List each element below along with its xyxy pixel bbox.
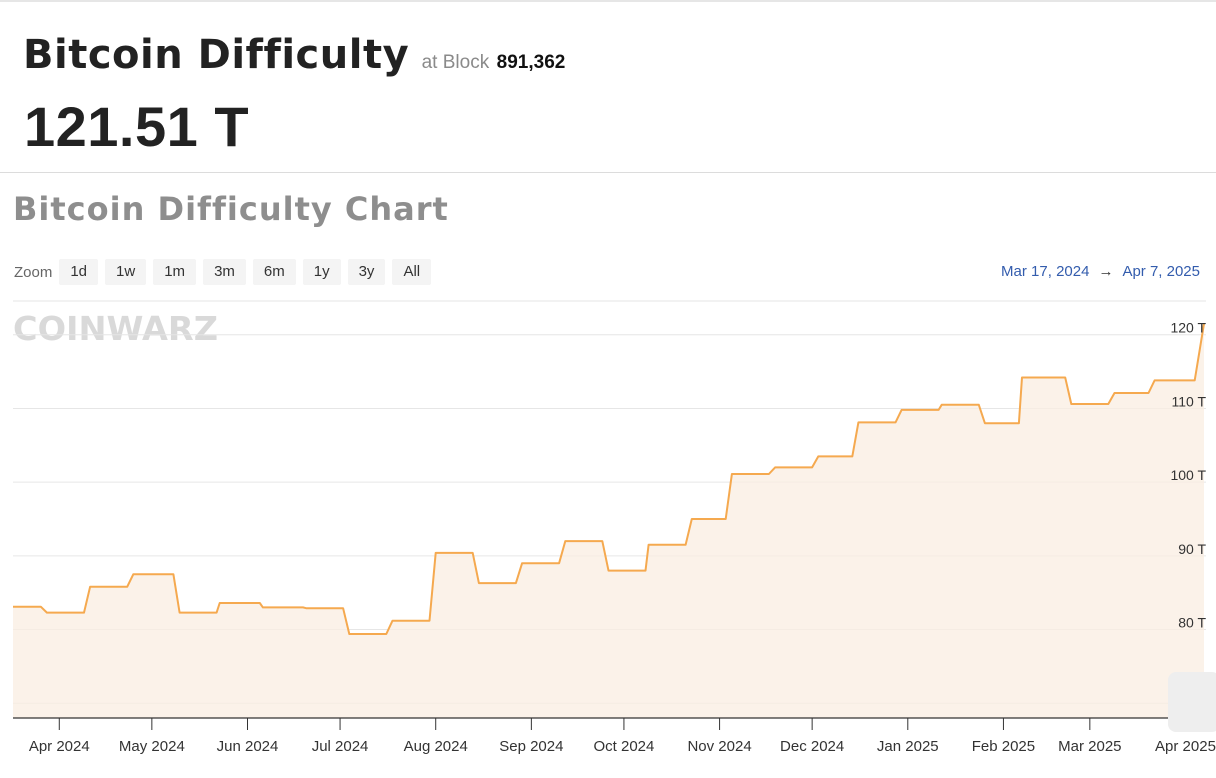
x-tick-label: Apr 2024 xyxy=(29,738,90,755)
zoom-1y-button[interactable]: 1y xyxy=(302,259,341,285)
y-tick-label: 120 T xyxy=(1170,320,1206,336)
x-tick-label: May 2024 xyxy=(119,738,185,755)
range-arrow-icon: → xyxy=(1098,263,1114,280)
x-tick-label: Nov 2024 xyxy=(687,738,751,755)
zoom-1w-button[interactable]: 1w xyxy=(105,259,147,285)
x-tick-label: Dec 2024 xyxy=(780,738,844,755)
x-tick-label: Feb 2025 xyxy=(972,738,1035,755)
at-block-label: at Block xyxy=(421,52,490,73)
difficulty-header: Bitcoin Difficulty at Block 891,362 121.… xyxy=(0,2,1216,173)
x-tick-label: Oct 2024 xyxy=(593,738,654,755)
x-tick-label: Jan 2025 xyxy=(877,738,939,755)
x-tick-label: Jul 2024 xyxy=(312,738,369,755)
x-tick-label: Aug 2024 xyxy=(404,738,468,755)
y-tick-label: 90 T xyxy=(1178,541,1206,557)
y-tick-label: 80 T xyxy=(1178,615,1206,631)
coinwarz-watermark: COINWARZ xyxy=(13,309,218,348)
zoom-3m-button[interactable]: 3m xyxy=(203,259,246,285)
series-area xyxy=(13,323,1204,718)
date-range: Mar 17, 2024 → Apr 7, 2025 xyxy=(1001,263,1200,280)
range-start-date[interactable]: Mar 17, 2024 xyxy=(1001,263,1090,280)
x-tick-label: Mar 2025 xyxy=(1058,738,1121,755)
series-layer xyxy=(13,323,1205,718)
zoom-label: Zoom xyxy=(14,263,53,281)
zoom-1d-button[interactable]: 1d xyxy=(59,259,99,285)
series-line xyxy=(13,323,1205,635)
difficulty-chart: COINWARZ Apr 2024 May 2024 Jun 2024 Jul 202… xyxy=(0,300,1216,778)
x-tick-label: Sep 2024 xyxy=(499,738,563,755)
page-title: Bitcoin Difficulty xyxy=(23,32,410,78)
y-tick-label: 100 T xyxy=(1170,467,1206,483)
difficulty-value: 121.51 T xyxy=(24,95,250,158)
navigator-handle[interactable] xyxy=(1168,672,1216,732)
zoom-all-button[interactable]: All xyxy=(392,259,432,285)
zoom-6m-button[interactable]: 6m xyxy=(252,259,296,285)
x-tick-label: Jun 2024 xyxy=(217,738,279,755)
title-row: Bitcoin Difficulty at Block 891,362 xyxy=(23,32,565,78)
chart-svg: COINWARZ Apr 2024 May 2024 Jun 2024 Jul 202… xyxy=(13,300,1216,755)
y-tick-label: 110 T xyxy=(1171,393,1206,409)
x-axis: Apr 2024 May 2024 Jun 2024 Jul 2024 Aug 2024… xyxy=(13,717,1216,755)
chart-title: Bitcoin Difficulty Chart xyxy=(13,190,449,228)
x-tick-label: Apr 2025 xyxy=(1155,738,1216,755)
zoom-1m-button[interactable]: 1m xyxy=(153,259,197,285)
block-number: 891,362 xyxy=(496,52,566,73)
top-rule xyxy=(0,0,1216,2)
zoom-bar: Zoom 1d 1w 1m 3m 6m 1y 3y All xyxy=(14,259,438,285)
zoom-3y-button[interactable]: 3y xyxy=(347,259,386,285)
range-end-date[interactable]: Apr 7, 2025 xyxy=(1122,263,1200,280)
